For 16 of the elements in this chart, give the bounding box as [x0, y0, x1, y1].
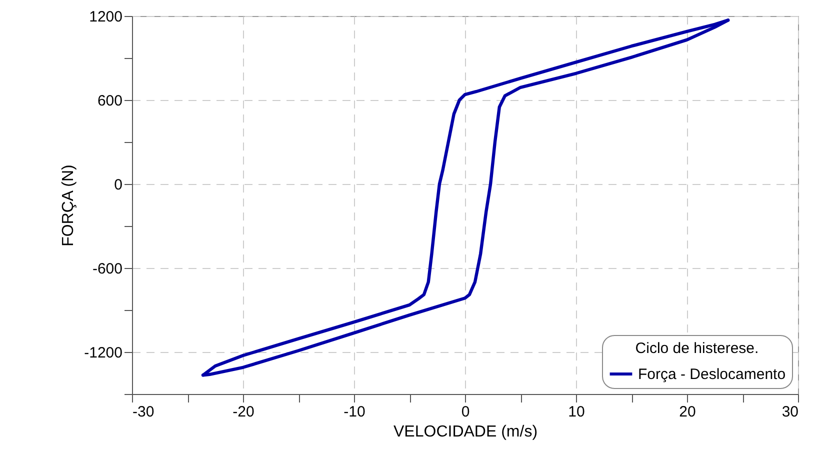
y-axis-title: FORÇA (N) — [60, 164, 78, 246]
x-axis-title: VELOCIDADE (m/s) — [393, 424, 538, 440]
x-tick-label: -10 — [344, 404, 366, 420]
x-tick-label: -20 — [232, 404, 254, 420]
y-tick-label: 0 — [114, 176, 122, 194]
y-tick-label: 600 — [97, 92, 122, 110]
x-tick-label: 30 — [782, 404, 798, 420]
x-tick-label: 10 — [568, 404, 585, 420]
y-tick-label: 1200 — [89, 8, 122, 26]
y-tick-label: -600 — [92, 260, 122, 278]
y-tick-label: -1200 — [84, 344, 122, 362]
x-tick-label: 0 — [461, 404, 470, 420]
legend-label: Força - Deslocamento — [638, 366, 786, 383]
x-tick-label: -30 — [132, 404, 154, 420]
legend-title: Ciclo de histerese. — [635, 340, 759, 357]
x-tick-label: 20 — [679, 404, 696, 420]
